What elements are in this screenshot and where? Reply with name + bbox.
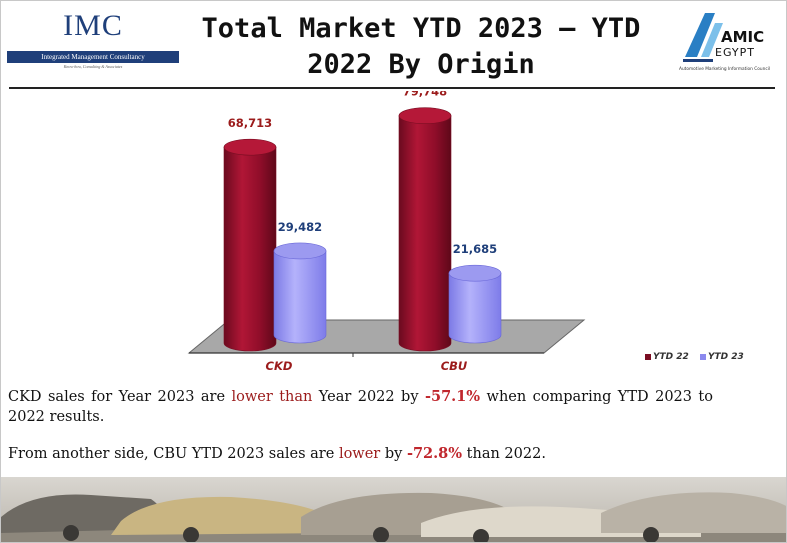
amic-logo-tagline: Automotive Marketing Information Council [679,66,770,72]
ckd-summary-text-c: Year 2022 by [312,389,425,405]
legend-label-ytd22: YTD 22 [653,352,689,362]
amic-logo-amic: AMIC [721,28,764,46]
car-silhouette [601,492,786,533]
chart-legend: YTD 22 YTD 23 [645,352,775,364]
ckd-summary-paragraph: CKD sales for Year 2023 are lower than Y… [8,387,713,427]
data-label-cbu-ytd23: 21,685 [453,242,497,256]
cbu-summary-text-c: by [380,446,407,462]
cars-photo-banner [1,477,786,542]
amic-egypt-logo: AMIC EGYPT Automotive Marketing Informat… [675,9,783,83]
cbu-change-percent: -72.8% [406,445,463,462]
amic-logo-stripe [685,13,715,57]
bar-top-cbu-ytd22 [398,107,452,125]
amic-logo-egypt: EGYPT [715,46,755,59]
car-wheel [373,527,389,542]
bar-top-ckd-ytd22 [223,138,277,156]
car-wheel [63,525,79,541]
bar-ckd-ytd23 [273,250,327,344]
legend-item-ytd22: YTD 22 [645,352,689,362]
car-silhouette [111,496,341,535]
car-wheel [473,529,489,542]
bar-top-cbu-ytd23 [448,264,502,282]
page-title: Total Market YTD 2023 – YTD 2022 By Orig… [201,13,641,80]
chart-labels: 68,713 29,482 CKD 79,748 21,685 CBU [228,91,497,373]
legend-swatch-ytd22 [645,353,651,360]
imc-logo-tagline: Know-how, Consulting & Associates [63,64,123,69]
data-label-ckd-ytd23: 29,482 [278,220,322,234]
car-wheel [643,527,659,542]
ckd-change-percent: -57.1% [424,388,481,405]
legend-item-ytd23: YTD 23 [699,352,744,362]
category-label-ckd: CKD [266,359,293,373]
imc-logo: IMC Integrated Management Consultancy Kn… [7,9,179,69]
imc-logo-bar: Integrated Management Consultancy [7,51,179,63]
bar-cbu-ytd23 [448,272,502,344]
chart-bars [223,107,502,352]
cbu-summary-text-e: than 2022. [462,446,546,462]
ckd-summary-lower-than: lower than [231,389,313,405]
bar-cbu-ytd22 [398,115,452,352]
amic-logo-stripe [683,59,713,62]
legend-swatch-ytd23 [699,353,706,360]
imc-logo-subtitle: Integrated Management Consultancy [41,53,145,61]
bar-top-ckd-ytd23 [273,242,327,260]
car-wheel [183,527,199,542]
data-label-ckd-ytd22: 68,713 [228,116,272,130]
cbu-summary-text-a: From another side, CBU YTD 2023 sales ar… [8,446,339,462]
title-divider [9,87,775,89]
bar-ckd-ytd22 [223,146,277,352]
legend-label-ytd23: YTD 23 [707,352,744,362]
cbu-summary-paragraph: From another side, CBU YTD 2023 sales ar… [8,444,713,464]
cbu-summary-lower: lower [338,446,381,462]
data-label-cbu-ytd22: 79,748 [403,91,447,99]
ckd-summary-text-a: CKD sales for Year 2023 are [8,389,232,405]
imc-logo-text: IMC [63,9,123,42]
amic-logo-graphic: AMIC EGYPT Automotive Marketing Informat… [679,13,770,72]
amic-logo-stripe [701,23,723,57]
ckd-summary-text-e: when comparing YTD 2023 to 2022 results. [8,389,713,425]
category-label-cbu: CBU [441,359,468,373]
market-chart: 68,713 29,482 CKD 79,748 21,685 CBU [187,91,586,373]
